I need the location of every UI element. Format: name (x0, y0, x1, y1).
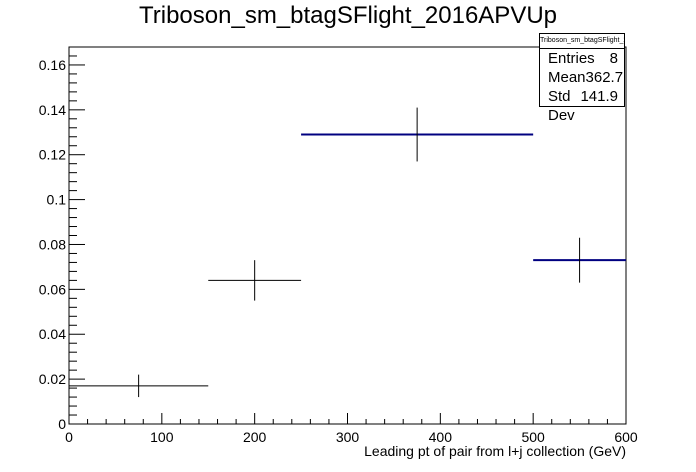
y-axis: 0 0.02 0.04 0.06 0.08 0.1 0.12 0.14 0.16 (39, 46, 85, 432)
stats-value: 8 (609, 50, 618, 67)
histogram-bins (69, 107, 626, 398)
stats-value: 141.9 (580, 88, 618, 105)
stats-row-std-dev: Std Dev 141.9 (540, 87, 624, 124)
chart-title: Triboson_sm_btagSFlight_2016APVUp (138, 2, 558, 29)
y-tick-label: 0.14 (39, 102, 66, 118)
y-tick-label: 0.1 (47, 192, 67, 208)
x-tick-label: 0 (65, 429, 73, 445)
x-axis-label: Leading pt of pair from l+j collection (… (364, 443, 626, 459)
y-tick-label: 0.16 (39, 57, 66, 73)
stats-label: Mean (548, 69, 586, 86)
stats-row-mean: Mean 362.7 (540, 68, 624, 87)
stats-box-title: Triboson_sm_btagSFlight_2016APVUp (540, 34, 624, 49)
stats-label: Entries (548, 50, 595, 67)
x-tick-label: 200 (243, 429, 267, 445)
stats-label: Std Dev (548, 88, 575, 124)
y-tick-label: 0.12 (39, 147, 66, 163)
stats-value: 362.7 (585, 69, 624, 86)
x-tick-label: 100 (150, 429, 174, 445)
stats-box: Triboson_sm_btagSFlight_2016APVUp Entrie… (539, 33, 625, 124)
stats-row-entries: Entries 8 (540, 49, 624, 68)
x-tick-label: 300 (336, 429, 360, 445)
y-tick-label: 0 (58, 416, 66, 432)
y-tick-label: 0.02 (39, 371, 66, 387)
y-tick-label: 0.04 (39, 326, 66, 342)
y-tick-label: 0.06 (39, 281, 66, 297)
x-axis: 0 100 200 300 400 500 600 (65, 413, 638, 445)
x-tick-label: 500 (521, 429, 545, 445)
x-tick-label: 600 (614, 429, 638, 445)
x-tick-label: 400 (429, 429, 453, 445)
y-tick-label: 0.08 (39, 236, 66, 252)
